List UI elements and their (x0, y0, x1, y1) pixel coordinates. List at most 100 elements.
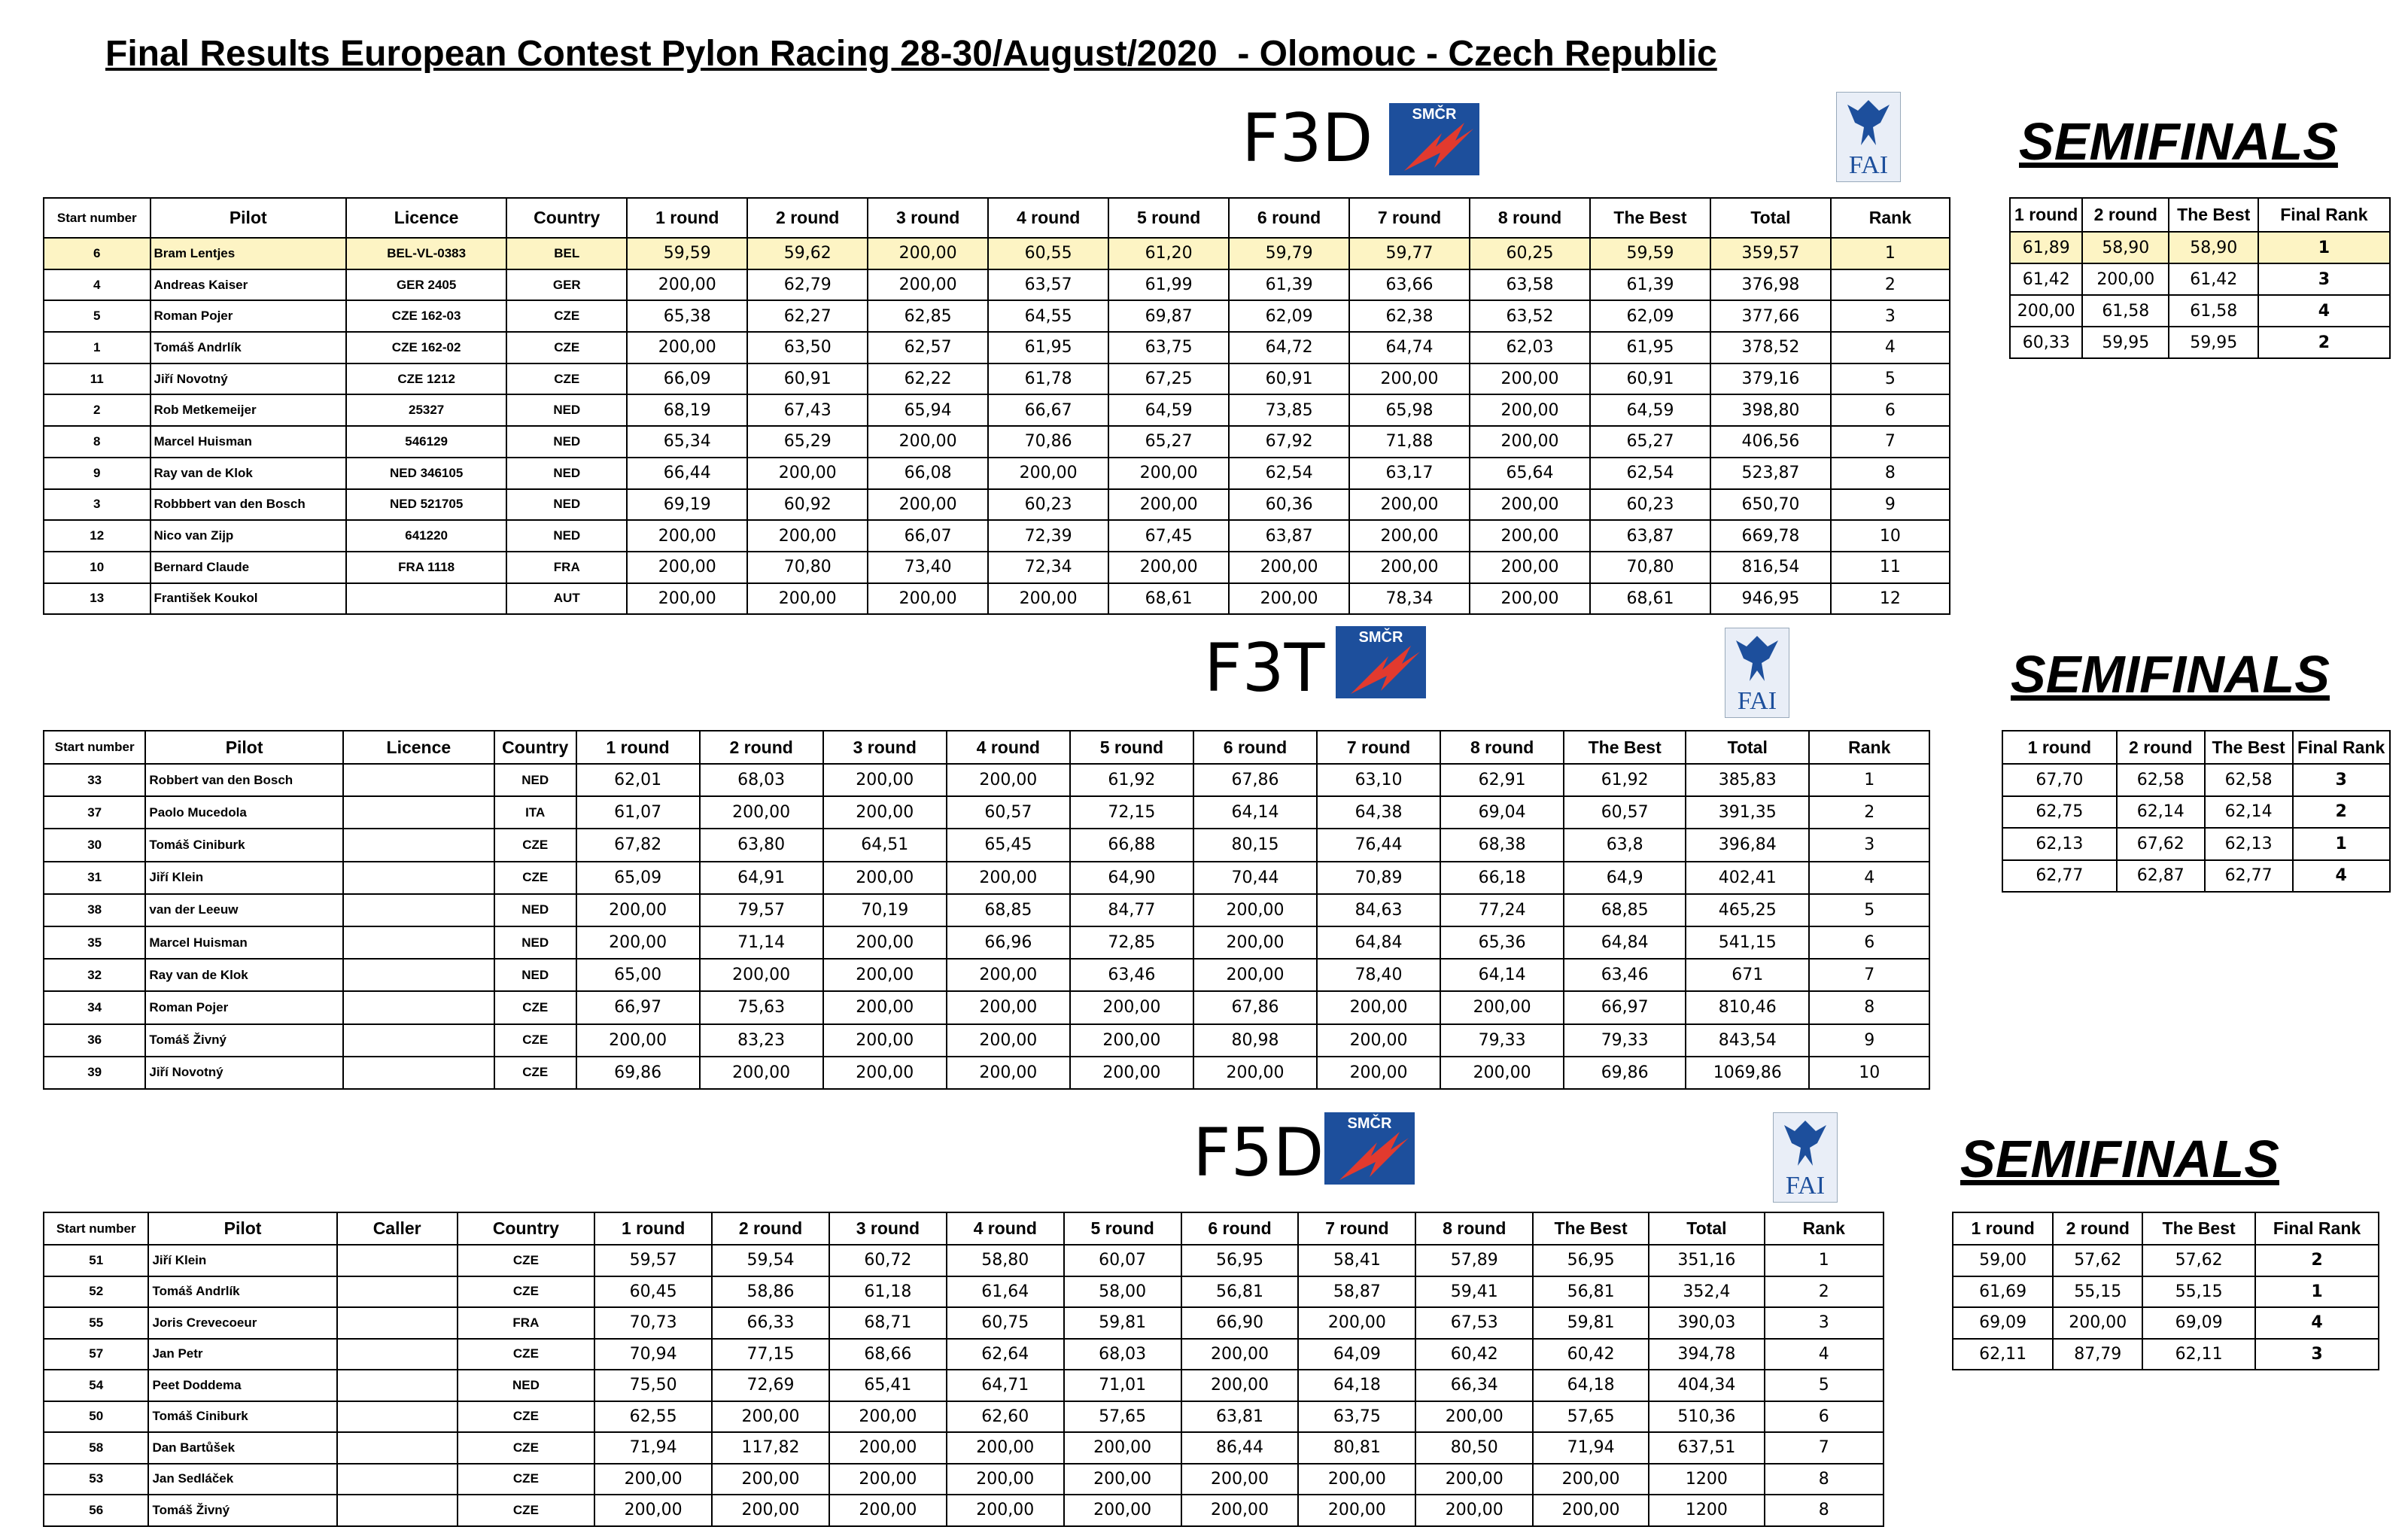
cell (342, 860, 495, 895)
result-row: 32 Ray van de Klok NED 65,00 200,00 200,00 200… (42, 958, 1931, 993)
fai-logo: FAI (1725, 628, 1789, 718)
header-row: 1 round 2 round The Best Final Rank (2008, 197, 2391, 233)
cell: 200,00 (1108, 456, 1230, 490)
cell (342, 795, 495, 830)
cell: 200,00 (822, 795, 947, 830)
cell: 59,41 (1415, 1275, 1534, 1308)
cell: 378,52 (1709, 331, 1832, 364)
column-header: Pilot (149, 197, 347, 239)
cell: 60,36 (1228, 488, 1351, 522)
cell: 6 (1829, 394, 1950, 427)
cell: Peet Doddema (147, 1369, 338, 1402)
cell: 59,00 (1951, 1244, 2054, 1277)
cell: 64,51 (822, 828, 947, 862)
semifinal-row: 61,69 55,15 55,15 1 (1951, 1275, 2380, 1308)
cell: 80,50 (1415, 1431, 1534, 1464)
cell: 59,79 (1228, 237, 1351, 270)
cell: 200,00 (1297, 1494, 1417, 1527)
results-table: Start number Pilot Licence Country 1 round 2 … (42, 730, 1931, 1090)
cell: 64,91 (698, 860, 824, 895)
cell: 80,81 (1297, 1431, 1417, 1464)
column-header: 3 round (867, 197, 990, 239)
cell: 200,00 (822, 762, 947, 798)
cell: 66,18 (1440, 860, 1565, 895)
cell: 200,00 (987, 582, 1110, 616)
cell: 69,09 (1951, 1306, 2054, 1340)
cell: 63,75 (1108, 331, 1230, 364)
cell: 62,11 (2142, 1337, 2256, 1370)
cell: 1 (1808, 762, 1931, 798)
cell (342, 762, 495, 798)
cell: 58,00 (1063, 1275, 1182, 1308)
cell: 63,81 (1180, 1400, 1300, 1433)
cell: Tomáš Andrlík (149, 331, 347, 364)
column-header: 1 round (575, 730, 701, 765)
cell: NED (493, 762, 577, 798)
cell: 38 (42, 893, 147, 927)
cell: 1069,86 (1685, 1055, 1811, 1090)
cell: 71,94 (594, 1431, 713, 1464)
cell: 200,00 (575, 1023, 701, 1057)
cell: 11 (1829, 550, 1950, 584)
cell: CZE (456, 1462, 596, 1495)
cell: 84,63 (1316, 893, 1442, 927)
cell: 69,09 (2142, 1306, 2256, 1340)
cell: 200,00 (626, 582, 749, 616)
cell: 62,03 (1469, 331, 1591, 364)
cell: Tomáš Živný (147, 1494, 338, 1527)
cell: Robbert van den Bosch (144, 762, 344, 798)
cell: 71,01 (1063, 1369, 1182, 1402)
cell: 2 (2258, 326, 2391, 359)
cell: 64,74 (1348, 331, 1471, 364)
cell: 63,75 (1297, 1400, 1417, 1433)
section-heading: F3D (1242, 99, 1373, 177)
cell: 9 (43, 456, 151, 490)
cell: 58,90 (2168, 231, 2260, 264)
cell: 57,62 (2052, 1244, 2144, 1277)
result-row: 39 Jiří Novotný CZE 69,86 200,00 200,00 200,00… (42, 1055, 1931, 1090)
cell: 66,34 (1415, 1369, 1534, 1402)
cell: 87,79 (2052, 1337, 2144, 1370)
cell: 64,84 (1563, 925, 1687, 960)
cell: 200,00 (1180, 1462, 1300, 1495)
cell: AUT (506, 582, 628, 616)
cell (336, 1400, 458, 1433)
cell: 78,34 (1348, 582, 1471, 616)
cell: 200,00 (1440, 990, 1565, 1025)
cell: 32 (42, 958, 147, 993)
cell: 6 (1763, 1400, 1884, 1433)
cell: 59,95 (2168, 326, 2260, 359)
result-row: 4 Andreas Kaiser GER 2405 GER 200,00 62,79 200… (43, 268, 1950, 302)
cell: 200,00 (1469, 519, 1591, 552)
column-header: Licence (345, 197, 508, 239)
cell: 200,00 (1316, 990, 1442, 1025)
cell: 59,81 (1532, 1306, 1649, 1340)
cell: 8 (1763, 1494, 1884, 1527)
result-row: 56 Tomáš Živný CZE 200,00 200,00 200,00 200,00… (42, 1494, 1884, 1527)
cell: 33 (42, 762, 147, 798)
cell: 63,87 (1589, 519, 1711, 552)
cell: 69,86 (1563, 1055, 1687, 1090)
cell: 60,42 (1415, 1337, 1534, 1370)
cell: 72,39 (987, 519, 1110, 552)
cell: 63,46 (1563, 958, 1687, 993)
cell: NED 521705 (345, 488, 508, 522)
cell: CZE (506, 331, 628, 364)
cell: 200,00 (867, 268, 990, 302)
cell: 406,56 (1709, 425, 1832, 458)
section-heading: F5D (1193, 1114, 1324, 1191)
cell: 200,00 (626, 550, 749, 584)
semifinals-title: SEMIFINALS (2019, 112, 2338, 171)
cell: 200,00 (1469, 582, 1591, 616)
cell: 86,44 (1180, 1431, 1300, 1464)
column-header: 3 round (828, 1212, 947, 1245)
cell: 59,81 (1063, 1306, 1182, 1340)
cell: 65,98 (1348, 394, 1471, 427)
cell: 8 (1829, 456, 1950, 490)
cell: NED (506, 488, 628, 522)
cell: Jiří Novotný (149, 362, 347, 396)
cell: Jan Petr (147, 1337, 338, 1370)
cell: 61,95 (987, 331, 1110, 364)
cell: 4 (1808, 860, 1931, 895)
cell: 57,65 (1063, 1400, 1182, 1433)
